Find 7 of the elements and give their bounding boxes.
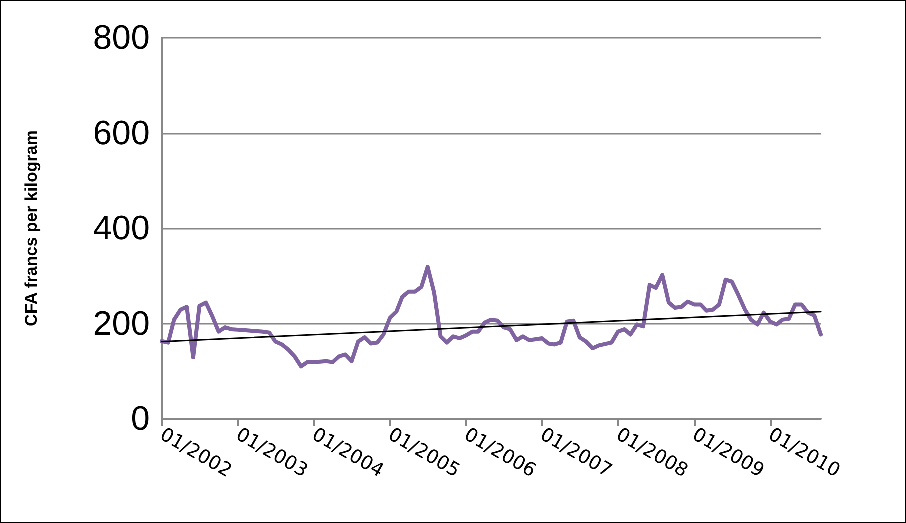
- y-tick-label: 200: [93, 304, 150, 343]
- y-tick-label: 800: [93, 19, 150, 57]
- y-axis-title: CFA francs per kilogram: [22, 130, 41, 326]
- y-tick-label: 600: [93, 114, 150, 152]
- line-series: [160, 265, 823, 369]
- y-tick-label: 400: [93, 210, 150, 248]
- y-tick-label: 0: [131, 400, 150, 438]
